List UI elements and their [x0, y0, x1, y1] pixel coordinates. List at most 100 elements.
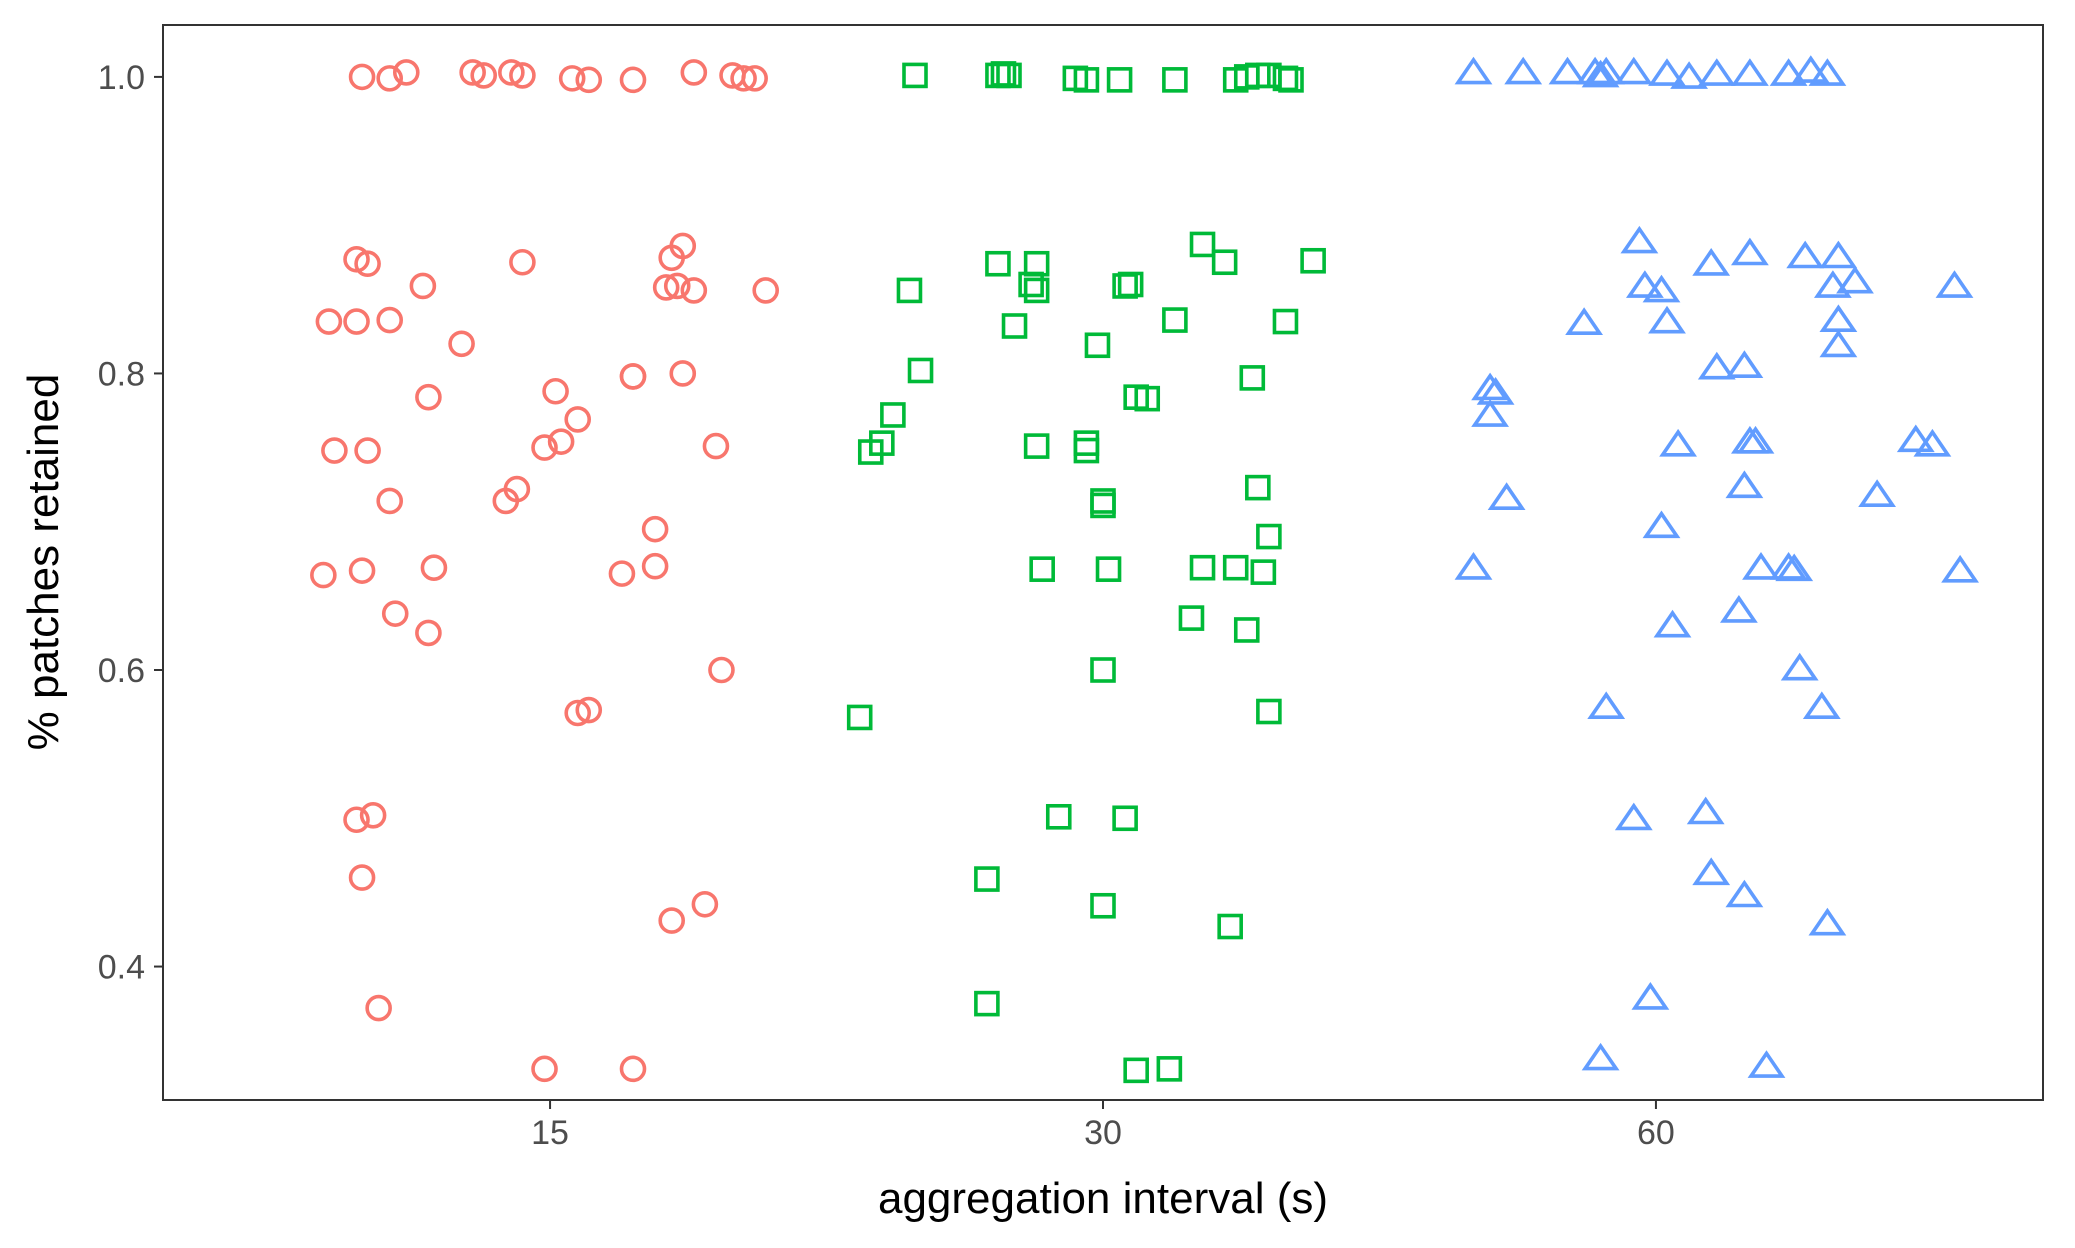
data-point-30s-57	[974, 990, 1000, 1017]
data-point-15s-17	[343, 308, 370, 335]
data-point-15s-12	[730, 65, 757, 92]
data-point-30s-28	[1211, 249, 1238, 276]
data-point-30s-2	[990, 61, 1017, 87]
data-point-15s-29	[531, 434, 558, 461]
data-point-15s-6	[509, 62, 536, 89]
data-point-15s-51	[564, 699, 592, 727]
data-point-60s-54	[1692, 857, 1731, 886]
data-point-60s-29	[1725, 350, 1764, 379]
data-point-15s-15	[354, 250, 381, 278]
data-point-15s-16	[315, 308, 343, 335]
data-point-30s-53	[1112, 805, 1138, 832]
data-point-30s-59	[1156, 1056, 1183, 1082]
data-point-30s-32	[880, 402, 906, 428]
data-point-30s-29	[1239, 365, 1266, 391]
data-point-15s-47	[608, 560, 636, 587]
data-point-60s-58	[1581, 1042, 1620, 1071]
data-point-30s-18	[1023, 250, 1050, 277]
data-point-15s-22	[415, 383, 442, 411]
data-point-15s-40	[702, 432, 730, 460]
data-point-30s-56	[1217, 913, 1243, 940]
data-point-15s-37	[663, 272, 691, 300]
data-point-60s-2	[1548, 56, 1587, 85]
data-point-60s-51	[1802, 691, 1841, 720]
data-point-60s-9	[1697, 58, 1736, 86]
data-point-30s-49	[1090, 657, 1116, 683]
y-tick-label-1.0: 1.0	[98, 59, 145, 97]
data-point-60s-53	[1686, 796, 1725, 825]
data-point-60s-30	[1471, 372, 1510, 401]
data-point-30s-39	[1090, 492, 1116, 519]
data-point-30s-58	[1123, 1057, 1149, 1084]
data-point-30s-54	[974, 866, 1000, 892]
data-point-60s-8	[1670, 61, 1709, 89]
data-point-60s-27	[1819, 329, 1858, 358]
data-point-30s-47	[1178, 605, 1205, 631]
data-point-60s-26	[1819, 304, 1858, 333]
data-point-30s-5	[1073, 67, 1100, 93]
data-point-15s-38	[680, 277, 708, 304]
data-point-15s-30	[547, 428, 575, 455]
data-point-60s-23	[1935, 270, 1974, 298]
data-point-30s-3	[996, 62, 1022, 89]
x-axis-title: aggregation interval (s)	[878, 1174, 1328, 1223]
marks-layer	[310, 55, 1980, 1084]
data-point-60s-59	[1747, 1050, 1786, 1078]
data-point-60s-18	[1730, 237, 1769, 266]
data-point-30s-35	[1023, 433, 1050, 459]
data-point-15s-8	[575, 66, 603, 94]
data-point-60s-43	[1742, 552, 1780, 580]
data-point-15s-53	[343, 806, 370, 834]
data-point-30s-44	[1222, 554, 1249, 581]
data-point-30s-15	[907, 357, 934, 384]
data-point-15s-4	[470, 62, 498, 89]
data-point-15s-0	[348, 63, 376, 91]
data-point-30s-46	[1256, 523, 1282, 550]
data-point-15s-49	[641, 552, 669, 580]
data-point-60s-52	[1614, 802, 1653, 831]
data-point-30s-25	[1134, 385, 1161, 412]
data-point-15s-34	[652, 274, 680, 301]
data-point-60s-48	[1653, 609, 1692, 638]
data-point-15s-33	[619, 363, 647, 390]
data-point-60s-0	[1454, 56, 1493, 85]
data-point-15s-58	[365, 994, 392, 1022]
data-point-30s-23	[1117, 271, 1144, 298]
data-point-30s-37	[1073, 437, 1100, 464]
data-point-15s-57	[691, 890, 719, 918]
data-point-30s-48	[1233, 617, 1260, 643]
data-point-15s-31	[503, 475, 531, 503]
data-point-30s-21	[1084, 332, 1111, 359]
data-point-60s-57	[1631, 982, 1670, 1010]
data-point-15s-10	[680, 59, 708, 86]
data-point-15s-60	[619, 1055, 647, 1083]
data-point-60s-1	[1504, 56, 1543, 85]
data-point-60s-36	[1896, 424, 1935, 453]
data-point-15s-54	[359, 802, 387, 829]
data-point-60s-41	[1858, 479, 1897, 508]
data-point-15s-19	[409, 272, 437, 300]
data-point-60s-55	[1725, 879, 1764, 908]
data-point-15s-13	[741, 65, 768, 92]
data-point-15s-48	[641, 515, 669, 543]
data-point-30s-52	[1045, 803, 1072, 830]
data-point-30s-27	[1189, 231, 1216, 258]
data-point-30s-55	[1090, 892, 1116, 919]
axis-layer: 15 30 60 0.4 0.6 0.8 1.0	[98, 59, 1675, 1152]
data-point-15s-18	[376, 306, 404, 334]
data-point-30s-7	[1162, 67, 1188, 93]
data-point-60s-6	[1614, 56, 1653, 85]
data-point-60s-42	[1454, 552, 1493, 580]
data-point-15s-1	[376, 65, 404, 92]
data-point-30s-0	[902, 62, 928, 89]
data-point-60s-39	[1642, 510, 1681, 539]
y-tick-label-0.4: 0.4	[98, 949, 145, 987]
data-point-60s-50	[1587, 691, 1626, 720]
data-point-15s-25	[354, 437, 381, 464]
data-point-15s-21	[509, 248, 536, 276]
data-point-30s-17	[1001, 313, 1028, 339]
data-point-60s-49	[1780, 652, 1819, 681]
data-point-60s-37	[1913, 428, 1952, 457]
